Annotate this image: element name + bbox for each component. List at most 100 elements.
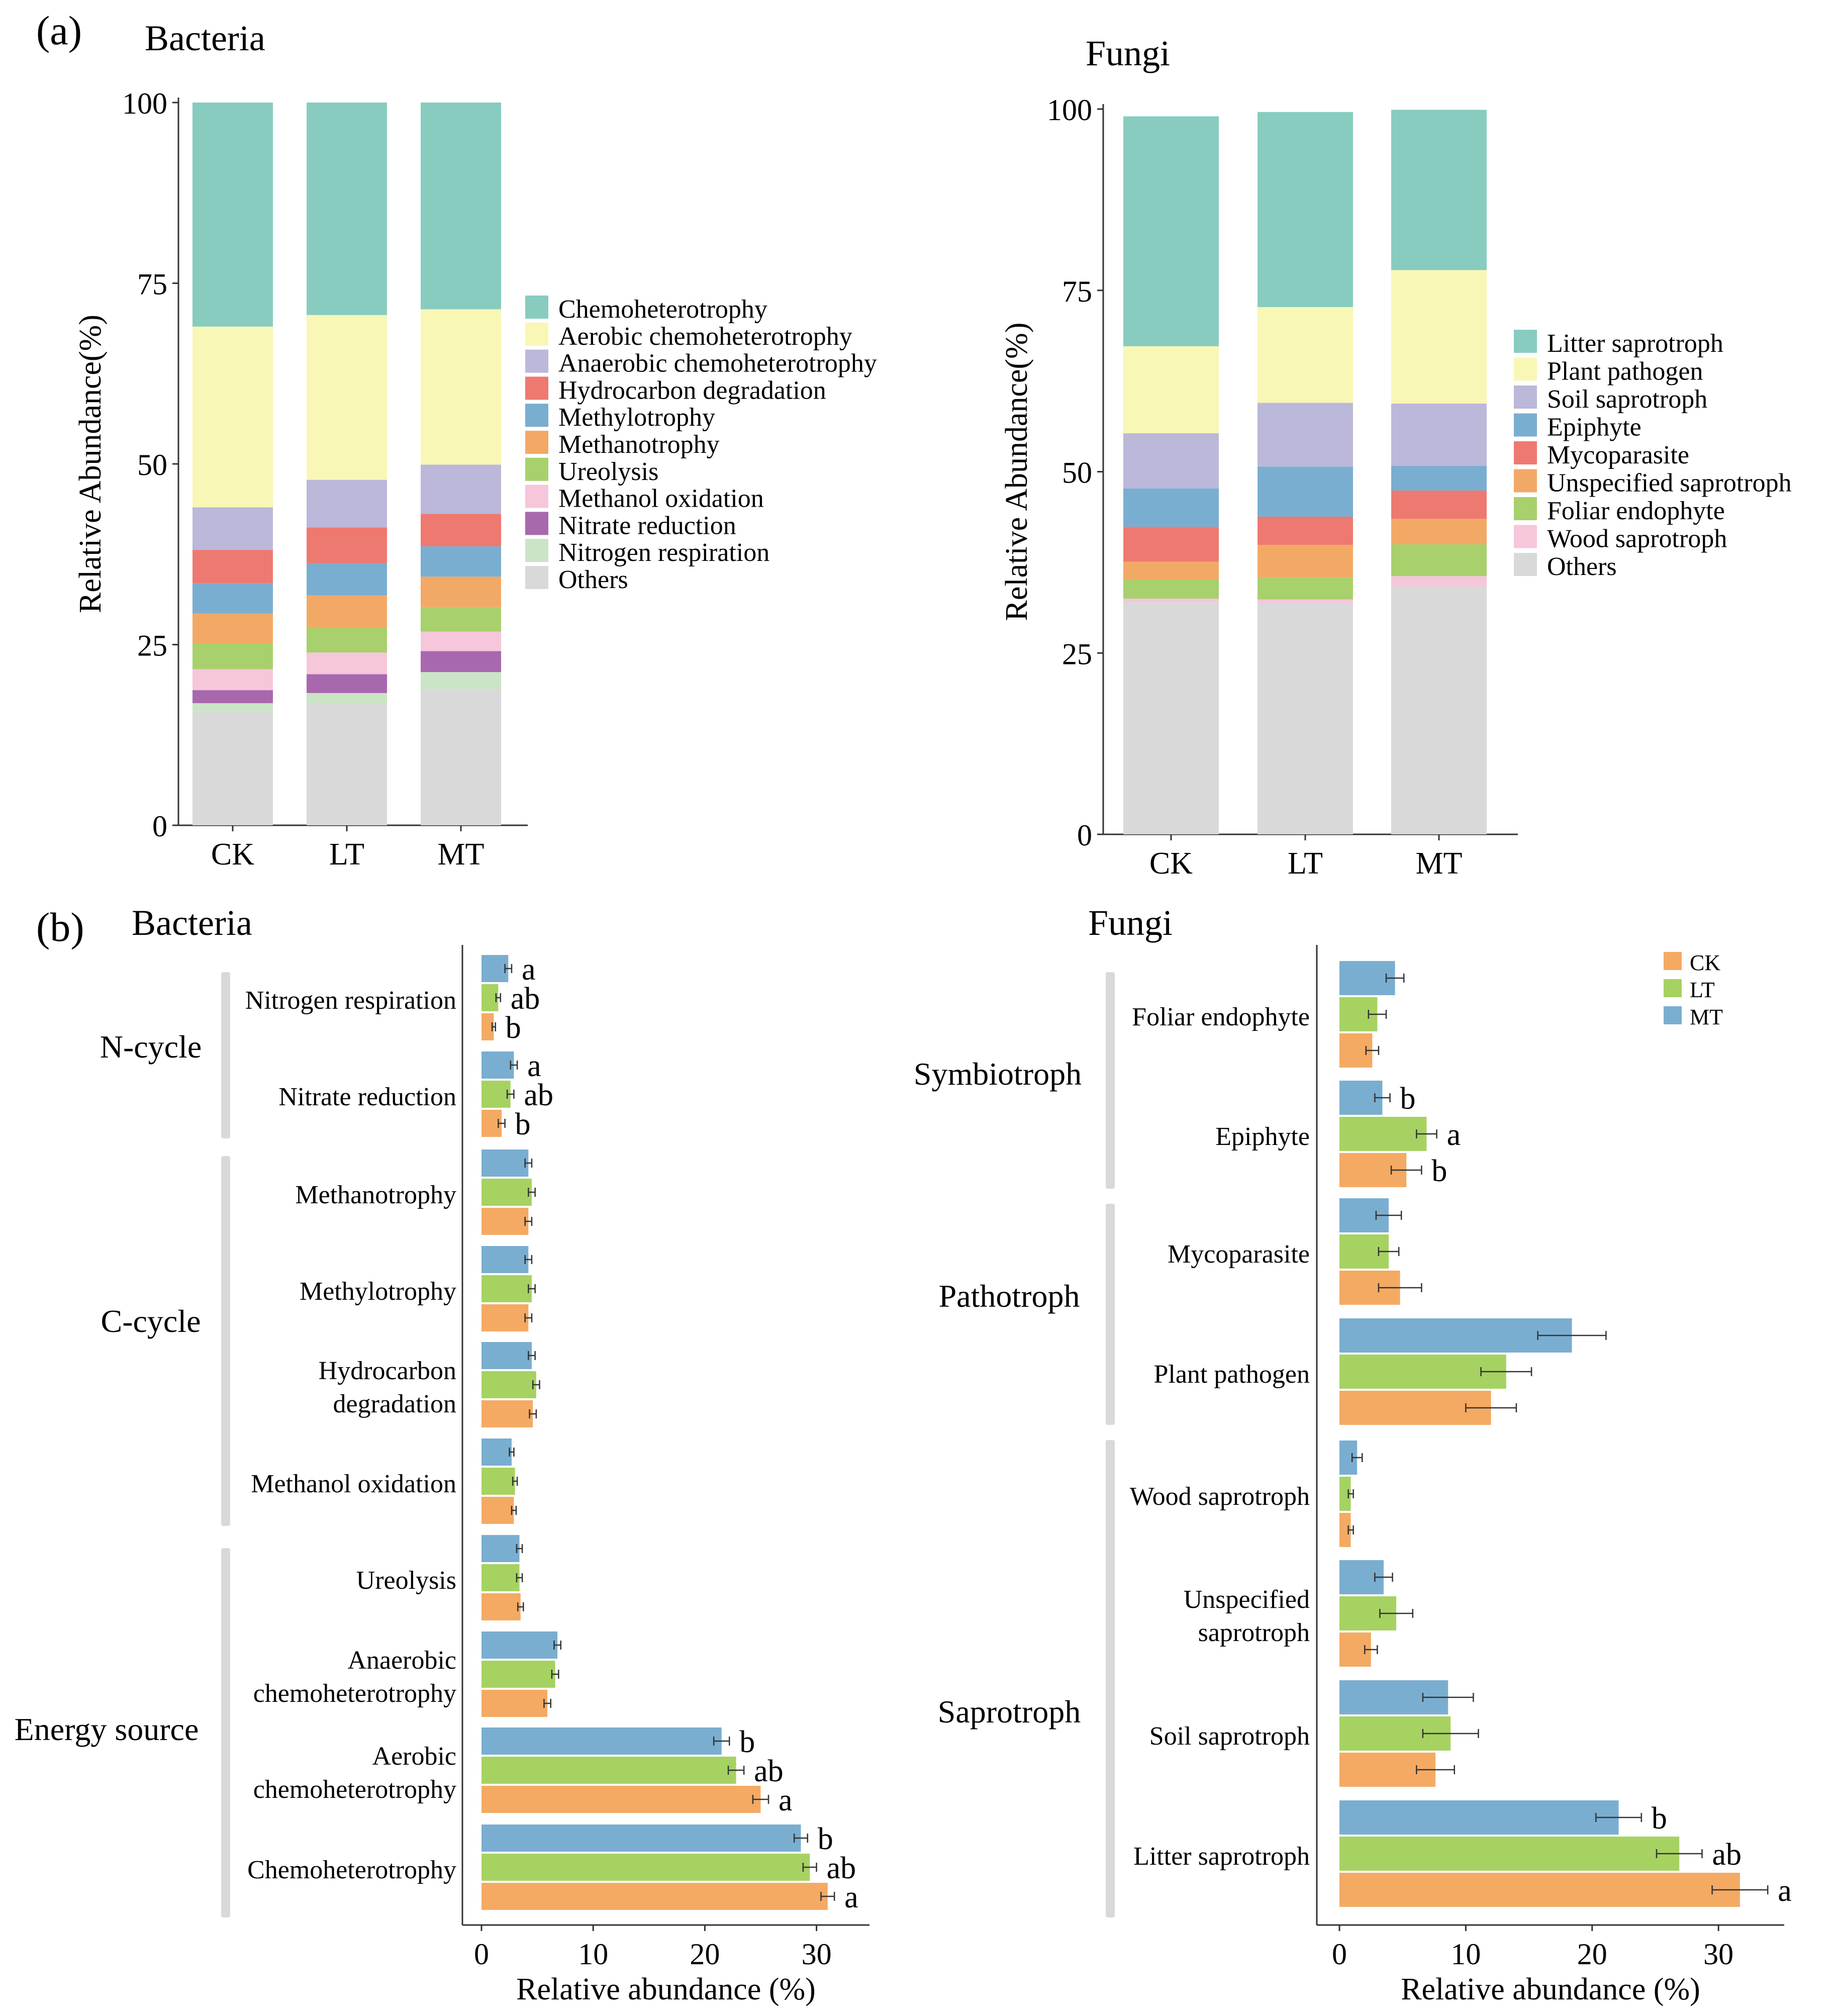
bar-segment-ck-chemoheterotrophy bbox=[192, 103, 273, 327]
legend-swatch-nitrate-reduction bbox=[525, 512, 548, 535]
bar-segment-lt-mycoparasite bbox=[1258, 516, 1353, 545]
x-tick-label-ck: CK bbox=[1149, 846, 1193, 881]
category-label-litter-saprotroph: Litter saprotroph bbox=[1133, 1842, 1310, 1871]
legend-swatch-plant-pathogen bbox=[1514, 357, 1537, 381]
bar-segment-mt-nitrogen-respiration bbox=[421, 672, 501, 690]
y-tick-label: 0 bbox=[1077, 819, 1092, 852]
bar-segment-mt-others bbox=[1391, 586, 1487, 834]
legend-swatch-others bbox=[1514, 553, 1537, 576]
x-tick-label: 20 bbox=[1577, 1938, 1607, 1971]
bar-wood-saprotroph-ck bbox=[1339, 1513, 1351, 1547]
category-label-unspecified-saprotroph: saprotroph bbox=[1198, 1618, 1310, 1647]
bar-segment-ck-nitrogen-respiration bbox=[192, 703, 273, 711]
significance-letter-nitrogen-respiration-lt: ab bbox=[511, 982, 540, 1016]
legend-swatch-wood-saprotroph bbox=[1514, 525, 1537, 548]
bar-segment-mt-methanotrophy bbox=[421, 577, 501, 607]
significance-letter-aerobic-chemoheterotrophy-lt: ab bbox=[754, 1754, 784, 1788]
legend-label-soil-saprotroph: Soil saprotroph bbox=[1547, 385, 1707, 414]
category-label-unspecified-saprotroph: Unspecified bbox=[1184, 1585, 1310, 1614]
legend-label-nitrogen-respiration: Nitrogen respiration bbox=[558, 538, 769, 567]
bar-segment-ck-others bbox=[1123, 602, 1219, 834]
bar-segment-lt-methanol-oxidation bbox=[307, 652, 387, 675]
bar-methylotrophy-ck bbox=[481, 1304, 529, 1331]
bar-segment-ck-wood-saprotroph bbox=[1123, 599, 1219, 603]
bar-segment-lt-methylotrophy bbox=[307, 563, 387, 596]
x-tick-label: 10 bbox=[1451, 1938, 1481, 1971]
significance-letter-nitrate-reduction-ck: b bbox=[515, 1107, 531, 1141]
y-tick-label: 25 bbox=[1062, 637, 1092, 670]
bar-segment-ck-unspecified-saprotroph bbox=[1123, 561, 1219, 580]
bar-segment-lt-chemoheterotrophy bbox=[307, 103, 387, 315]
y-axis-label: Relative Abundance(%) bbox=[1000, 323, 1034, 621]
category-label-plant-pathogen: Plant pathogen bbox=[1153, 1360, 1310, 1389]
legend-swatch-lt bbox=[1664, 979, 1682, 997]
bar-segment-mt-aerobic-chemoheterotrophy bbox=[421, 309, 501, 465]
bar-segment-ck-hydrocarbon-degradation bbox=[192, 550, 273, 584]
bar-methanotrophy-ck bbox=[481, 1208, 529, 1235]
bar-anaerobic-chemoheterotrophy-lt bbox=[481, 1661, 555, 1688]
significance-letter-aerobic-chemoheterotrophy-ck: a bbox=[779, 1783, 793, 1817]
x-tick-label: 0 bbox=[474, 1938, 489, 1971]
bar-segment-mt-chemoheterotrophy bbox=[421, 103, 501, 310]
bar-methylotrophy-lt bbox=[481, 1275, 532, 1302]
legend-swatch-methanotrophy bbox=[525, 431, 548, 454]
category-label-epiphyte: Epiphyte bbox=[1215, 1122, 1310, 1151]
category-label-aerobic-chemoheterotrophy: chemoheterotrophy bbox=[253, 1775, 456, 1804]
category-label-foliar-endophyte: Foliar endophyte bbox=[1132, 1003, 1310, 1031]
bar-segment-mt-wood-saprotroph bbox=[1391, 576, 1487, 587]
bar-segment-mt-nitrate-reduction bbox=[421, 651, 501, 673]
legend-swatch-soil-saprotroph bbox=[1514, 386, 1537, 409]
bar-methanotrophy-mt bbox=[481, 1149, 529, 1177]
legend-label-ck: CK bbox=[1690, 950, 1720, 975]
legend-swatch-mt bbox=[1664, 1006, 1682, 1024]
y-tick-label: 100 bbox=[1047, 93, 1092, 127]
bar-segment-mt-unspecified-saprotroph bbox=[1391, 519, 1487, 544]
significance-letter-litter-saprotroph-mt: b bbox=[1652, 1801, 1667, 1836]
category-label-chemoheterotrophy: Chemoheterotrophy bbox=[247, 1856, 456, 1884]
chart-fungi-stacked: Fungi 0 25 50 75 100 Relative Abundance(%) CK LT… bbox=[1000, 33, 1792, 881]
group-label-n-cycle: N-cycle bbox=[100, 1029, 202, 1065]
bar-aerobic-chemoheterotrophy-ck bbox=[481, 1786, 761, 1813]
significance-letter-nitrate-reduction-lt: ab bbox=[524, 1078, 553, 1112]
significance-letter-nitrate-reduction-mt: a bbox=[527, 1049, 541, 1083]
bar-segment-ck-soil-saprotroph bbox=[1123, 433, 1219, 489]
category-label-wood-saprotroph: Wood saprotroph bbox=[1130, 1482, 1310, 1511]
group-bracket-saprotroph bbox=[1106, 1440, 1115, 1917]
significance-letter-epiphyte-ck: b bbox=[1431, 1154, 1447, 1188]
legend-swatch-litter-saprotroph bbox=[1514, 330, 1537, 353]
group-bracket-energy-source bbox=[221, 1548, 230, 1917]
x-tick-label: 30 bbox=[802, 1938, 832, 1971]
bar-segment-mt-anaerobic-chemoheterotrophy bbox=[421, 464, 501, 514]
bar-segment-lt-hydrocarbon-degradation bbox=[307, 527, 387, 563]
legend-swatch-methylotrophy bbox=[525, 404, 548, 427]
significance-letter-epiphyte-mt: b bbox=[1400, 1082, 1416, 1116]
group-bracket-n-cycle bbox=[221, 972, 230, 1138]
bar-plant-pathogen-mt bbox=[1339, 1318, 1572, 1353]
x-axis-label: Relative abundance (%) bbox=[516, 1972, 816, 2006]
bar-segment-lt-anaerobic-chemoheterotrophy bbox=[307, 479, 387, 528]
legend-swatch-hydrocarbon-degradation bbox=[525, 376, 548, 400]
legend-label-aerobic-chemoheterotrophy: Aerobic chemoheterotrophy bbox=[558, 322, 852, 351]
bar-segment-lt-plant-pathogen bbox=[1258, 307, 1353, 403]
significance-letter-aerobic-chemoheterotrophy-mt: b bbox=[739, 1725, 755, 1759]
group-label-symbiotroph: Symbiotroph bbox=[914, 1056, 1082, 1092]
category-label-nitrogen-respiration: Nitrogen respiration bbox=[245, 986, 456, 1015]
bar-segment-lt-wood-saprotroph bbox=[1258, 599, 1353, 603]
legend-label-litter-saprotroph: Litter saprotroph bbox=[1547, 329, 1723, 358]
bar-segment-ck-others bbox=[192, 711, 273, 825]
legend-label-unspecified-saprotroph: Unspecified saprotroph bbox=[1547, 469, 1792, 498]
legend-swatch-foliar-endophyte bbox=[1514, 497, 1537, 520]
bar-segment-mt-soil-saprotroph bbox=[1391, 403, 1487, 466]
bar-ureolysis-lt bbox=[481, 1564, 520, 1591]
bar-litter-saprotroph-ck bbox=[1339, 1873, 1740, 1907]
significance-letter-chemoheterotrophy-mt: b bbox=[818, 1822, 833, 1856]
legend-label-mycoparasite: Mycoparasite bbox=[1547, 441, 1689, 469]
bar-segment-lt-nitrogen-respiration bbox=[307, 693, 387, 704]
group-label-c-cycle: C-cycle bbox=[101, 1303, 201, 1339]
legend-label-others: Others bbox=[558, 565, 628, 594]
y-tick-label: 50 bbox=[137, 448, 167, 482]
significance-letter-nitrogen-respiration-mt: a bbox=[522, 952, 536, 987]
legend-swatch-methanol-oxidation bbox=[525, 485, 548, 508]
bar-ureolysis-mt bbox=[481, 1535, 520, 1562]
x-tick-label-mt: MT bbox=[438, 837, 485, 872]
